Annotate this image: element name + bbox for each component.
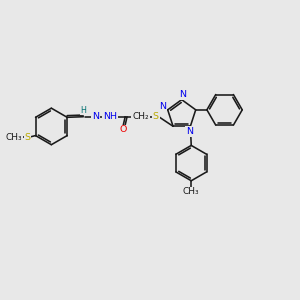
Text: O: O (119, 125, 127, 134)
Text: CH₃: CH₃ (6, 133, 22, 142)
Text: CH₃: CH₃ (183, 188, 200, 196)
Text: N: N (179, 90, 186, 99)
Text: S: S (24, 133, 30, 142)
Text: H: H (80, 106, 86, 115)
Text: CH₂: CH₂ (132, 112, 149, 121)
Text: S: S (153, 112, 159, 121)
Text: N: N (186, 127, 193, 136)
Text: N: N (159, 102, 166, 111)
Text: N: N (92, 112, 99, 121)
Text: NH: NH (103, 112, 117, 121)
